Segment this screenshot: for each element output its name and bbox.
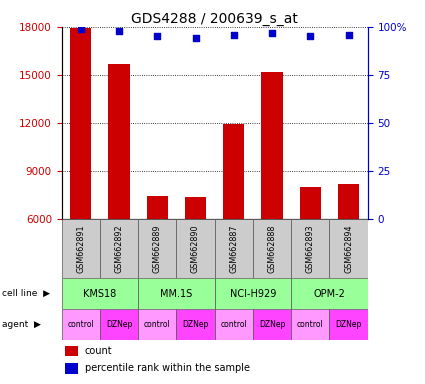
Bar bbox=[100, 219, 138, 278]
Bar bbox=[185, 197, 206, 219]
Point bbox=[345, 31, 352, 38]
Point bbox=[77, 26, 84, 32]
Text: MM.1S: MM.1S bbox=[160, 289, 193, 299]
Bar bbox=[62, 219, 100, 278]
Bar bbox=[176, 309, 215, 340]
Bar bbox=[108, 64, 130, 219]
Text: OPM-2: OPM-2 bbox=[313, 289, 345, 299]
Text: GSM662891: GSM662891 bbox=[76, 224, 85, 273]
Point bbox=[154, 33, 161, 40]
Text: count: count bbox=[85, 346, 112, 356]
Bar bbox=[261, 72, 283, 219]
Bar bbox=[138, 278, 215, 309]
Text: control: control bbox=[144, 320, 170, 329]
Text: agent  ▶: agent ▶ bbox=[2, 320, 41, 329]
Bar bbox=[138, 219, 176, 278]
Text: DZNep: DZNep bbox=[182, 320, 209, 329]
Text: DZNep: DZNep bbox=[106, 320, 132, 329]
Text: DZNep: DZNep bbox=[259, 320, 285, 329]
Bar bbox=[329, 309, 368, 340]
Bar bbox=[291, 278, 368, 309]
Bar bbox=[291, 219, 329, 278]
Bar bbox=[338, 184, 359, 219]
Text: percentile rank within the sample: percentile rank within the sample bbox=[85, 363, 249, 373]
Text: GSM662892: GSM662892 bbox=[114, 224, 124, 273]
Text: control: control bbox=[297, 320, 323, 329]
Text: GSM662887: GSM662887 bbox=[229, 224, 238, 273]
Text: GSM662893: GSM662893 bbox=[306, 224, 315, 273]
Bar bbox=[253, 219, 291, 278]
Bar bbox=[291, 309, 329, 340]
Bar bbox=[100, 309, 138, 340]
Bar bbox=[215, 309, 253, 340]
Point bbox=[307, 33, 314, 40]
Point bbox=[192, 35, 199, 41]
Bar bbox=[147, 197, 168, 219]
Text: GSM662888: GSM662888 bbox=[267, 225, 277, 273]
Bar bbox=[215, 278, 291, 309]
Bar bbox=[70, 28, 91, 219]
Text: DZNep: DZNep bbox=[335, 320, 362, 329]
Bar bbox=[223, 124, 244, 219]
Point bbox=[230, 31, 237, 38]
Bar bbox=[62, 309, 100, 340]
Text: GSM662889: GSM662889 bbox=[153, 224, 162, 273]
Bar bbox=[65, 363, 79, 374]
Bar bbox=[62, 278, 138, 309]
Bar bbox=[65, 346, 79, 356]
Text: control: control bbox=[221, 320, 247, 329]
Text: KMS18: KMS18 bbox=[83, 289, 116, 299]
Title: GDS4288 / 200639_s_at: GDS4288 / 200639_s_at bbox=[131, 12, 298, 26]
Text: control: control bbox=[68, 320, 94, 329]
Bar bbox=[138, 309, 176, 340]
Text: GSM662890: GSM662890 bbox=[191, 224, 200, 273]
Point bbox=[269, 30, 275, 36]
Text: GSM662894: GSM662894 bbox=[344, 224, 353, 273]
Bar bbox=[215, 219, 253, 278]
Bar bbox=[253, 309, 291, 340]
Point bbox=[116, 28, 122, 34]
Text: cell line  ▶: cell line ▶ bbox=[2, 289, 50, 298]
Text: NCI-H929: NCI-H929 bbox=[230, 289, 276, 299]
Bar bbox=[329, 219, 368, 278]
Bar bbox=[300, 187, 321, 219]
Bar bbox=[176, 219, 215, 278]
